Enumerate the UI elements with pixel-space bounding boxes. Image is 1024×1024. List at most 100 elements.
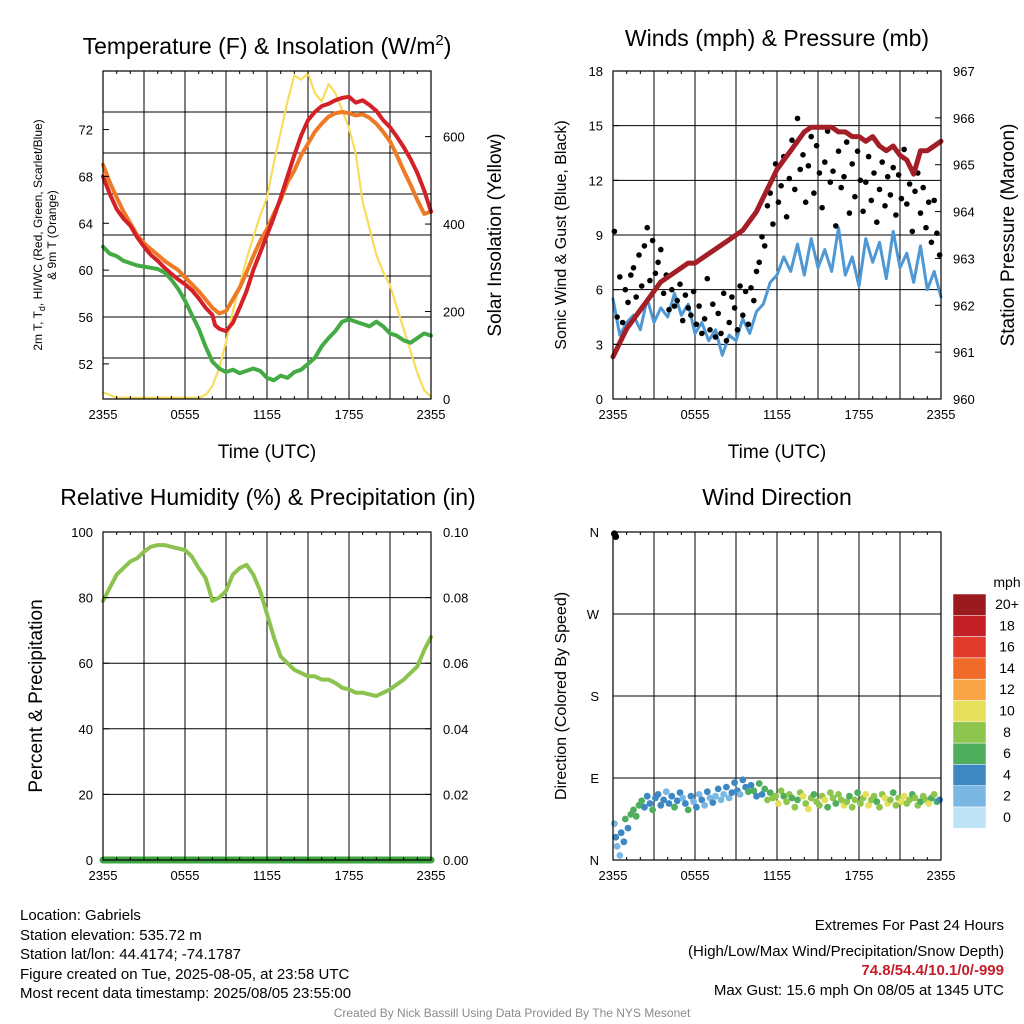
temp-9m-line: [101, 110, 433, 316]
wind-direction-point: [846, 792, 853, 800]
gust-point: [707, 327, 713, 333]
y-left-tick-label: 56: [79, 310, 93, 325]
gust-point: [800, 152, 806, 158]
gust-point: [729, 294, 735, 300]
y-left-tick-label: 6: [596, 283, 603, 298]
gust-point: [838, 184, 844, 191]
location-text: Location: Gabriels: [20, 907, 141, 924]
wind-direction-point: [824, 803, 831, 811]
x-tick-label: 1155: [763, 407, 791, 422]
wind-direction-point: [714, 785, 722, 793]
gust-point: [674, 297, 680, 304]
wind-direction-point: [612, 833, 620, 841]
wind-direction-point: [717, 796, 725, 804]
y-axis-label-left-2: & 9m T (Orange): [45, 190, 59, 280]
wind-direction-point: [662, 788, 670, 796]
panel-title-winds: Winds (mph) & Pressure (mb): [625, 25, 929, 51]
wind-direction-point: [679, 794, 687, 802]
wind-direction-point: [649, 806, 656, 814]
latlon-text: Station lat/lon: 44.4174; -74.1787: [20, 946, 242, 963]
gust-point: [660, 290, 667, 297]
gust-point: [863, 179, 869, 185]
colorbar-swatch: [952, 806, 987, 829]
gust-point: [843, 139, 850, 145]
gust-point: [841, 173, 847, 180]
wind-direction-point: [687, 792, 695, 800]
temp-2m-line: [101, 94, 433, 334]
wind-direction-point: [805, 805, 812, 813]
wind-direction-point: [673, 797, 681, 805]
wind-direction-point: [829, 794, 837, 802]
gust-point: [827, 179, 834, 185]
wind-direction-point: [764, 796, 771, 804]
gust-point: [860, 208, 866, 215]
gust-point: [819, 204, 825, 211]
wind-direction-point: [887, 796, 894, 804]
y-right-tick-label: 967: [953, 64, 975, 79]
gust-point: [887, 192, 894, 198]
y-axis-label-left: Sonic Wind & Gust (Blue, Black): [553, 120, 570, 349]
wind-direction-point: [755, 780, 763, 787]
y-right-tick-label: 0.04: [443, 722, 468, 737]
gust-point: [622, 286, 629, 293]
y-axis-label-left: Percent & Precipitation: [26, 599, 47, 792]
wind-direction-point: [802, 800, 810, 807]
wind-direction-point: [873, 798, 881, 806]
y-right-tick-label: 200: [443, 305, 465, 320]
gust-point: [742, 288, 749, 295]
gust-point: [737, 283, 743, 289]
x-tick-label: 0555: [681, 407, 710, 422]
colorbar-title: mph: [993, 574, 1020, 590]
extremes-title: Extremes For Past 24 Hours: [814, 917, 1004, 934]
x-tick-label: 0555: [171, 407, 200, 422]
gust-point: [756, 259, 762, 266]
gust-point: [874, 219, 880, 225]
gust-point: [614, 314, 620, 320]
wind-direction-point: [900, 792, 908, 800]
gust-point: [638, 283, 645, 289]
wind-direction-point: [780, 792, 788, 800]
gust-point: [761, 243, 768, 249]
gust-point: [745, 321, 752, 328]
wind-direction-point: [876, 803, 883, 811]
wind-direction-point: [731, 779, 738, 786]
wind-direction-point: [725, 794, 733, 802]
wind-direction-point: [936, 796, 943, 804]
y-right-tick-label: 0.06: [443, 656, 468, 671]
wind-direction-point: [654, 791, 662, 798]
y-right-tick-label: 400: [443, 217, 465, 232]
gust-point: [794, 115, 801, 122]
y-left-tick-label: 100: [71, 525, 93, 540]
gust-point: [928, 239, 935, 246]
wind-direction-point: [772, 792, 779, 800]
gust-point: [751, 297, 757, 304]
y-right-tick-label: 966: [953, 111, 975, 126]
x-tick-label: 0555: [681, 868, 710, 883]
colorbar-label: 18: [999, 617, 1015, 633]
wind-direction-point: [788, 794, 796, 802]
wind-direction-point: [837, 796, 845, 804]
gust-point: [912, 188, 918, 195]
y-axis-label-right: Station Pressure (Maroon): [998, 124, 1019, 347]
gust-point: [882, 203, 888, 209]
x-tick-label: 1155: [253, 868, 281, 883]
wind-direction-point: [698, 796, 706, 804]
gust-point: [669, 286, 675, 293]
panel-title-wind-direction: Wind Direction: [702, 484, 852, 510]
y-left-tick-label: 40: [79, 722, 93, 737]
extremes-subtitle: (High/Low/Max Wind/Precipitation/Snow De…: [688, 942, 1004, 960]
gust-point: [893, 212, 899, 218]
gust-point: [901, 146, 907, 153]
gust-point: [770, 221, 776, 227]
y-right-tick-label: 960: [953, 392, 975, 407]
gust-point: [679, 317, 686, 324]
colorbar-swatch: [952, 636, 987, 659]
gust-point: [712, 334, 719, 340]
y-left-tick-label: 68: [79, 169, 93, 184]
y-left-tick-label: 18: [589, 64, 603, 79]
x-tick-label: 1155: [253, 407, 281, 422]
gust-point: [792, 186, 798, 193]
y-axis-label-left: Direction (Colored By Speed): [553, 592, 570, 800]
y-left-tick-label: 64: [79, 216, 93, 231]
wind-direction-point: [816, 801, 823, 809]
